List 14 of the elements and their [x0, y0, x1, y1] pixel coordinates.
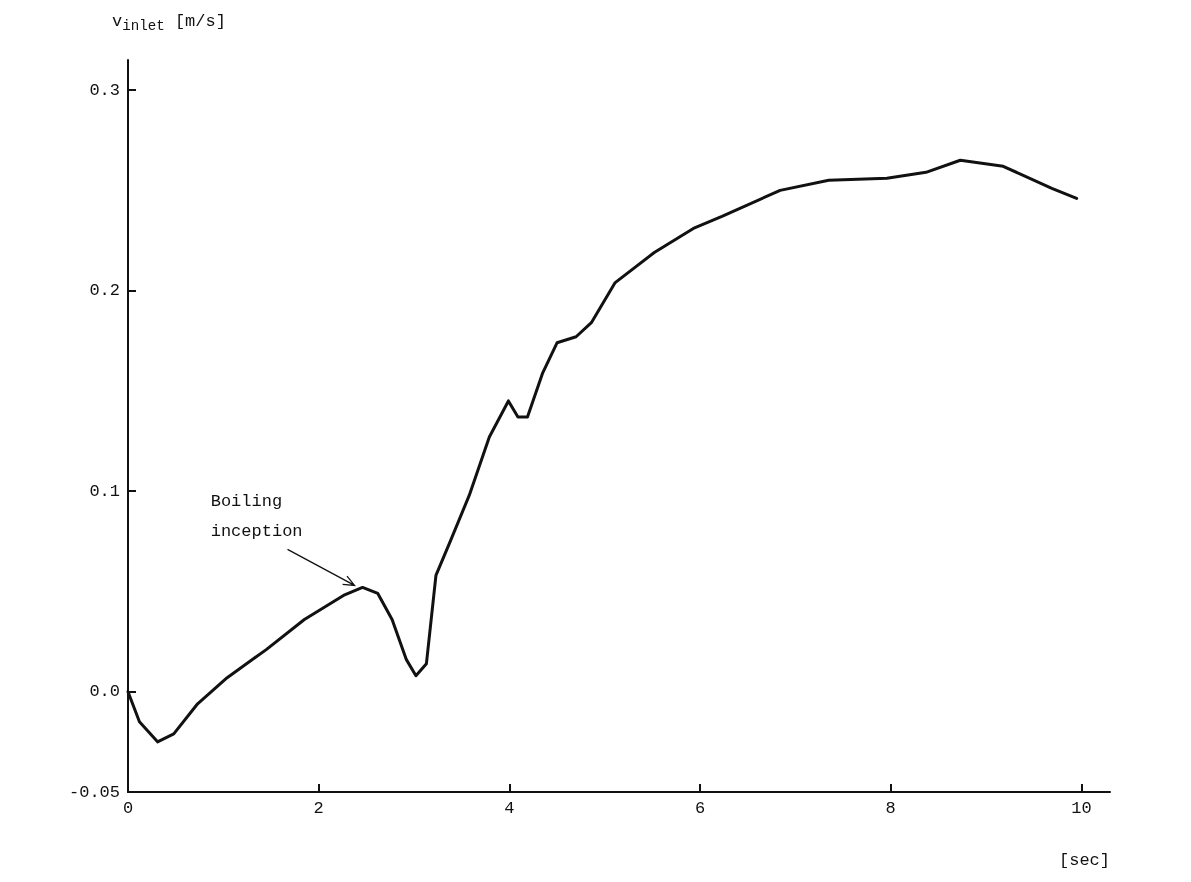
y-axis-title: v$_{inlet}$ [m/s] — [112, 12, 226, 35]
x-tick-label: 2 — [313, 799, 324, 818]
x-tick-label: 6 — [694, 799, 706, 818]
x-axis-title: [sec] — [1058, 851, 1110, 870]
x-tick-label: 4 — [504, 799, 515, 818]
x-tick-label: 10 — [1071, 799, 1092, 818]
y-tick-label: -0.05 — [68, 782, 120, 802]
x-tick-label: 8 — [885, 799, 896, 818]
x-tick-label: 0 — [122, 799, 134, 818]
y-tick-label: 0.0 — [89, 682, 120, 702]
y-tick-label: 0.2 — [89, 281, 120, 301]
annotation: Boiling inception — [210, 491, 303, 544]
y-tick-label: 0.1 — [89, 481, 120, 501]
y-tick-label: 0.3 — [89, 80, 120, 100]
